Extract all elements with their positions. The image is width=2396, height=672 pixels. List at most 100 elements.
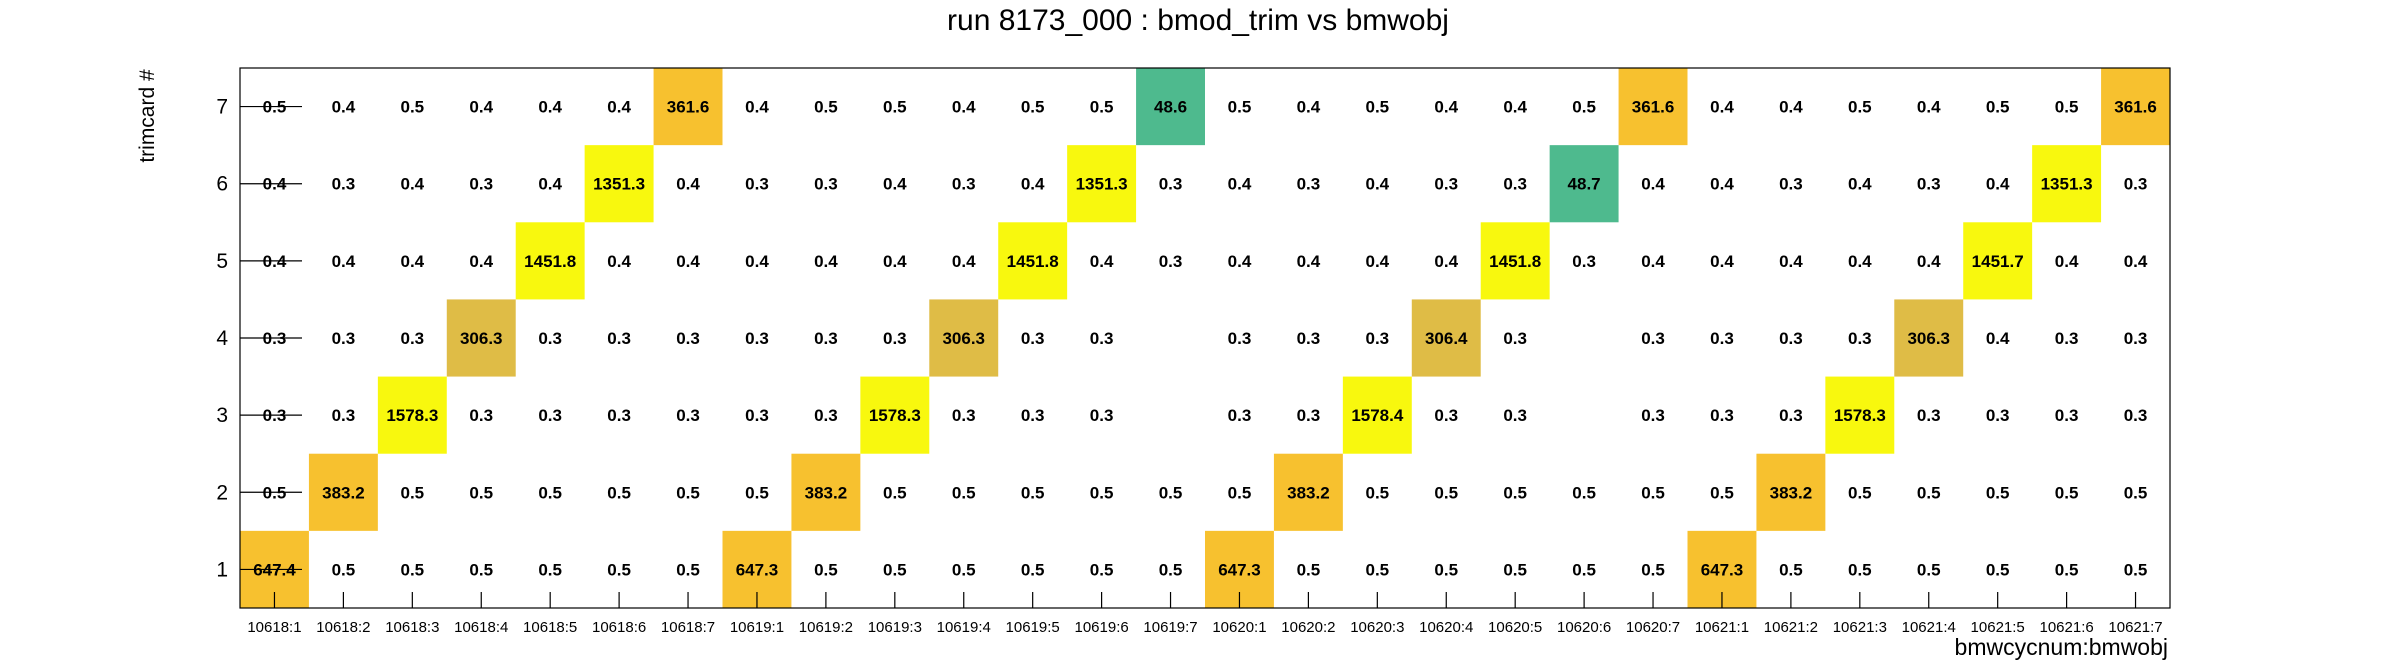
cell-value-label: 1451.7 <box>1972 252 2024 271</box>
cell-value-label: 647.3 <box>1218 560 1261 579</box>
cell-value-label: 0.5 <box>883 560 907 579</box>
cell-value-label: 0.4 <box>952 252 976 271</box>
heatmap-cell <box>515 222 585 300</box>
cell-value-label: 0.3 <box>1503 329 1527 348</box>
cell-value-label: 0.3 <box>2124 329 2148 348</box>
cell-value-label: 0.3 <box>1779 406 1803 425</box>
cell-value-label: 383.2 <box>322 483 365 502</box>
cell-value-label: 0.4 <box>607 252 631 271</box>
cell-value-label: 0.3 <box>1159 252 1183 271</box>
cell-value-label: 383.2 <box>805 483 848 502</box>
cell-value-label: 0.4 <box>2124 252 2148 271</box>
cell-value-label: 0.5 <box>1090 483 1114 502</box>
cell-value-label: 0.3 <box>1297 329 1321 348</box>
heatmap-cell <box>1963 222 2033 300</box>
cell-value-label: 0.5 <box>1986 560 2010 579</box>
x-tick-label: 10621:2 <box>1764 619 1818 636</box>
cell-value-label: 0.4 <box>1641 252 1665 271</box>
cell-value-label: 647.4 <box>253 560 296 579</box>
cell-value-label: 0.4 <box>745 252 769 271</box>
cell-value-label: 0.5 <box>1021 483 1045 502</box>
x-tick-label: 10621:7 <box>2108 619 2162 636</box>
y-tick-label: 7 <box>216 96 228 119</box>
cell-value-label: 0.5 <box>1848 483 1872 502</box>
cell-value-label: 0.3 <box>1503 175 1527 194</box>
cell-value-label: 0.4 <box>332 98 356 117</box>
cell-value-label: 0.3 <box>2124 175 2148 194</box>
cell-value-label: 0.5 <box>1434 560 1458 579</box>
y-tick-label: 2 <box>216 481 228 504</box>
cell-value-label: 0.3 <box>2124 406 2148 425</box>
cell-value-label: 0.5 <box>1572 483 1596 502</box>
cell-value-label: 0.5 <box>538 483 562 502</box>
cell-value-label: 0.3 <box>1434 175 1458 194</box>
cell-value-label: 0.3 <box>469 406 493 425</box>
heatmap-cell <box>653 68 723 146</box>
cell-value-label: 0.5 <box>1366 98 1390 117</box>
cell-value-label: 0.5 <box>1848 98 1872 117</box>
cell-value-label: 0.4 <box>1917 98 1941 117</box>
cell-value-label: 0.3 <box>1021 329 1045 348</box>
cell-value-label: 0.4 <box>1021 175 1045 194</box>
cell-value-label: 0.4 <box>263 175 287 194</box>
cell-value-label: 0.3 <box>1297 175 1321 194</box>
cell-value-label: 1351.3 <box>593 175 645 194</box>
x-tick-label: 10621:6 <box>2039 619 2093 636</box>
cell-value-label: 383.2 <box>1770 483 1813 502</box>
heatmap-cell <box>1411 299 1481 377</box>
cell-value-label: 0.3 <box>1021 406 1045 425</box>
cell-value-label: 306.4 <box>1425 329 1468 348</box>
cell-value-label: 1578.3 <box>386 406 438 425</box>
cell-value-label: 0.5 <box>814 560 838 579</box>
cell-value-label: 0.4 <box>1366 175 1390 194</box>
cell-value-label: 0.3 <box>538 406 562 425</box>
cell-value-label: 1451.8 <box>1007 252 1059 271</box>
heatmap-cell <box>1480 222 1550 300</box>
heatmap-cell <box>1136 68 1205 146</box>
cell-value-label: 0.5 <box>1710 483 1734 502</box>
cell-value-label: 1451.8 <box>524 252 576 271</box>
x-tick-label: 10618:5 <box>523 619 577 636</box>
x-tick-label: 10619:2 <box>799 619 853 636</box>
cell-value-label: 0.5 <box>676 560 700 579</box>
cell-value-label: 0.5 <box>676 483 700 502</box>
cell-value-label: 0.4 <box>952 98 976 117</box>
cell-value-label: 0.4 <box>1986 175 2010 194</box>
cell-value-label: 0.3 <box>745 406 769 425</box>
cell-value-label: 306.3 <box>460 329 503 348</box>
cell-value-label: 0.4 <box>263 252 287 271</box>
cell-value-label: 0.5 <box>1297 560 1321 579</box>
cell-value-label: 0.3 <box>1090 329 1114 348</box>
cell-value-label: 0.5 <box>1159 560 1183 579</box>
cell-value-label: 0.5 <box>2055 98 2079 117</box>
cell-value-label: 0.4 <box>2055 252 2079 271</box>
heatmap-cell <box>1067 145 1137 223</box>
cell-value-label: 0.3 <box>1159 175 1183 194</box>
cell-value-label: 0.3 <box>814 329 838 348</box>
x-tick-label: 10619:7 <box>1143 619 1197 636</box>
cell-value-label: 48.6 <box>1154 98 1187 117</box>
cell-value-label: 0.3 <box>1572 252 1596 271</box>
cell-value-label: 0.5 <box>469 483 493 502</box>
cell-value-label: 0.3 <box>745 329 769 348</box>
cell-value-label: 0.3 <box>1503 406 1527 425</box>
cell-value-label: 0.3 <box>814 406 838 425</box>
cell-value-label: 0.3 <box>1917 406 1941 425</box>
plot-frame <box>239 67 2171 609</box>
cell-value-label: 0.3 <box>1848 329 1872 348</box>
y-tick-label: 3 <box>216 404 228 427</box>
x-tick-label: 10620:5 <box>1488 619 1542 636</box>
cell-value-label: 0.5 <box>263 98 287 117</box>
cell-value-label: 0.5 <box>1090 98 1114 117</box>
cell-value-label: 0.5 <box>745 483 769 502</box>
cell-value-label: 0.5 <box>814 98 838 117</box>
cell-value-label: 0.5 <box>607 560 631 579</box>
heatmap-cell <box>446 299 516 377</box>
cell-value-label: 0.3 <box>2055 329 2079 348</box>
cell-value-label: 0.5 <box>952 483 976 502</box>
cell-value-label: 0.5 <box>1021 98 1045 117</box>
cell-value-label: 0.4 <box>401 175 425 194</box>
cell-value-label: 0.4 <box>538 98 562 117</box>
cell-value-label: 0.5 <box>1779 560 1803 579</box>
cell-value-label: 0.4 <box>469 252 493 271</box>
